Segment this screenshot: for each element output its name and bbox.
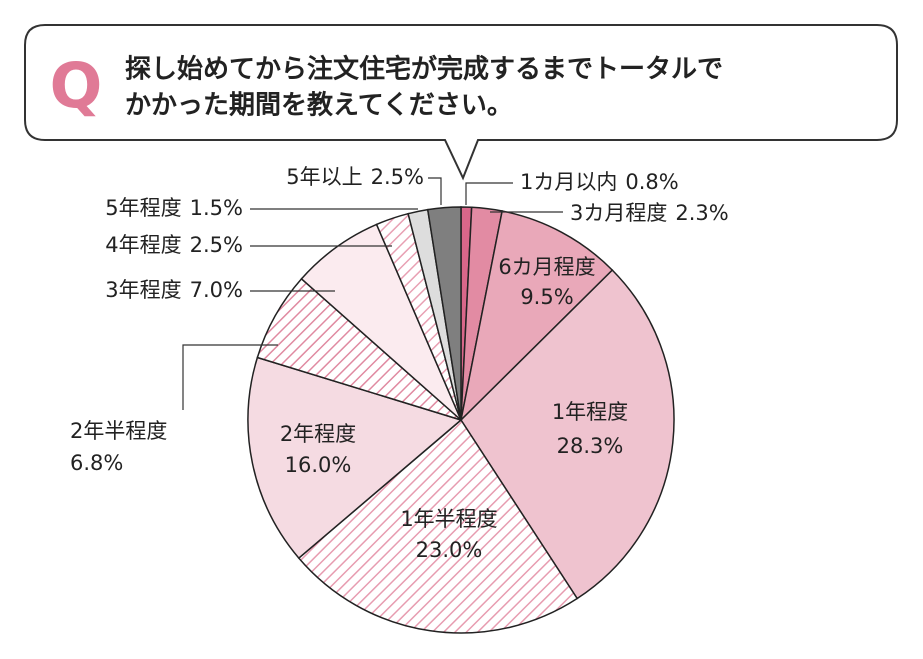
value-label: 23.0% [416,538,483,562]
labels: 1カ月以内 0.8% 3カ月程度 2.3% 6カ月程度 9.5% 1年程度 28.3% 1年半程… [70,165,729,562]
slice-label: 1カ月以内 0.8% [520,170,679,194]
title-line: 探し始めてから注文住宅が完成するまでトータルで [125,54,723,85]
leader-line [465,182,513,205]
slice-label: 5年以上 2.5% [286,165,424,189]
title-line: かかった期間を教えてください。 [125,91,513,121]
category-label: 1カ月以内 [520,170,617,194]
leader-line [428,177,442,205]
slice-label: 2年程度 [280,422,356,446]
value-label: 2.5% [371,165,424,189]
pie-slice [297,418,579,634]
value-label: 9.5% [520,285,573,309]
category-label: 5年以上 [286,165,362,189]
value-label: 1.5% [190,196,243,220]
slice-label: 6カ月程度 [498,255,595,279]
value-label: 2.5% [190,233,243,257]
speech-bubble [24,24,898,181]
pie-slice [460,269,675,600]
value-label: 28.3% [557,434,624,458]
slice-label: 3カ月程度 2.3% [570,201,729,225]
slice-label: 1年程度 [552,400,628,424]
question-mark: Q [50,49,103,122]
value-label: 7.0% [190,278,243,302]
value-label: 6.8% [70,451,123,475]
slice-label: 2年半程度 [70,419,167,443]
value-label: 2.3% [675,201,728,225]
slice-label: 1年半程度 [400,507,497,531]
category-label: 4年程度 [105,233,181,257]
leader-line [182,344,278,410]
slice-label: 4年程度 2.5% [105,233,243,257]
value-label: 16.0% [285,453,352,477]
value-label: 0.8% [625,170,678,194]
pie-slice [426,206,462,421]
category-label: 3年程度 [105,278,181,302]
category-label: 3カ月程度 [570,201,667,225]
slice-label: 3年程度 7.0% [105,278,243,302]
pie-slice [247,356,463,560]
slice-label: 5年程度 1.5% [105,196,243,220]
category-label: 5年程度 [105,196,181,220]
pie [247,206,675,634]
